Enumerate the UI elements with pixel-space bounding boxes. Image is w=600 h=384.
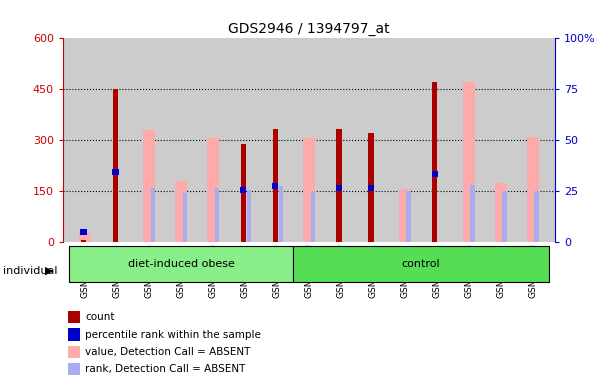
Bar [527,137,539,242]
Text: ▶: ▶ [45,266,53,276]
Bar [151,188,155,242]
Bar [431,171,438,177]
Text: count: count [85,312,115,322]
Bar [175,181,187,242]
Bar [406,191,411,242]
Text: rank, Detection Call = ABSENT: rank, Detection Call = ABSENT [85,364,245,374]
Bar [113,89,118,242]
Text: individual: individual [3,266,58,276]
Bar [399,189,411,242]
Bar [112,169,119,175]
Bar [68,346,80,358]
Bar [311,191,315,242]
Bar [81,240,86,242]
Bar [247,190,251,242]
Bar [79,233,91,242]
Title: GDS2946 / 1394797_at: GDS2946 / 1394797_at [228,22,390,36]
Bar [80,229,86,235]
Bar [215,188,219,242]
Bar [143,130,155,242]
Bar [272,129,278,242]
Bar [207,139,219,242]
Bar [337,129,341,242]
Bar [68,363,80,375]
Text: control: control [401,259,440,269]
Bar [502,191,507,242]
Bar [534,191,539,242]
Bar [470,185,475,242]
Bar [278,186,283,242]
Bar [368,133,374,242]
Bar [433,82,437,242]
Bar [241,144,246,242]
Bar [272,183,278,189]
Text: diet-induced obese: diet-induced obese [128,259,235,269]
Bar [240,187,247,194]
Text: value, Detection Call = ABSENT: value, Detection Call = ABSENT [85,347,251,357]
Bar [70,246,293,282]
Text: percentile rank within the sample: percentile rank within the sample [85,329,261,339]
Bar [463,83,475,242]
Bar [368,185,374,191]
Bar [494,182,507,242]
Bar [183,193,187,242]
Bar [303,139,315,242]
Bar [68,328,80,341]
Bar [293,246,548,282]
Bar [68,311,80,323]
Bar [336,185,342,191]
